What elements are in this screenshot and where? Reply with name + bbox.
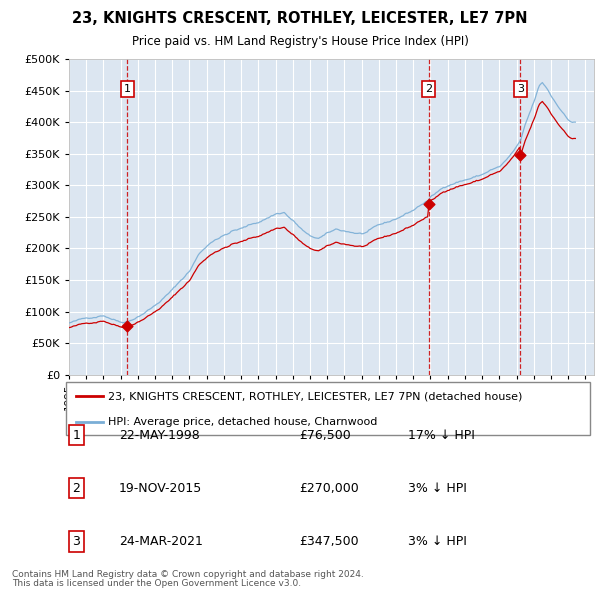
Text: 22-MAY-1998: 22-MAY-1998 (119, 428, 200, 442)
Text: 23, KNIGHTS CRESCENT, ROTHLEY, LEICESTER, LE7 7PN (detached house): 23, KNIGHTS CRESCENT, ROTHLEY, LEICESTER… (108, 391, 523, 401)
Text: 17% ↓ HPI: 17% ↓ HPI (408, 428, 475, 442)
Text: HPI: Average price, detached house, Charnwood: HPI: Average price, detached house, Char… (108, 417, 377, 427)
Text: £347,500: £347,500 (299, 535, 359, 548)
Text: 1: 1 (124, 84, 131, 94)
Point (122, 322, 132, 331)
Point (424, 199, 433, 209)
Text: 3: 3 (517, 84, 524, 94)
Point (515, 150, 525, 160)
Text: 3% ↓ HPI: 3% ↓ HPI (408, 481, 467, 495)
Text: 2: 2 (73, 481, 80, 495)
Text: 23, KNIGHTS CRESCENT, ROTHLEY, LEICESTER, LE7 7PN: 23, KNIGHTS CRESCENT, ROTHLEY, LEICESTER… (72, 11, 528, 26)
Text: 19-NOV-2015: 19-NOV-2015 (119, 481, 202, 495)
Text: 1: 1 (73, 428, 80, 442)
Text: £270,000: £270,000 (299, 481, 359, 495)
Text: Contains HM Land Registry data © Crown copyright and database right 2024.: Contains HM Land Registry data © Crown c… (12, 570, 364, 579)
Text: 3: 3 (73, 535, 80, 548)
Text: 3% ↓ HPI: 3% ↓ HPI (408, 535, 467, 548)
FancyBboxPatch shape (65, 382, 590, 435)
Text: 24-MAR-2021: 24-MAR-2021 (119, 535, 203, 548)
Text: This data is licensed under the Open Government Licence v3.0.: This data is licensed under the Open Gov… (12, 579, 301, 588)
Text: Price paid vs. HM Land Registry's House Price Index (HPI): Price paid vs. HM Land Registry's House … (131, 35, 469, 48)
Text: £76,500: £76,500 (299, 428, 351, 442)
Text: 2: 2 (425, 84, 432, 94)
